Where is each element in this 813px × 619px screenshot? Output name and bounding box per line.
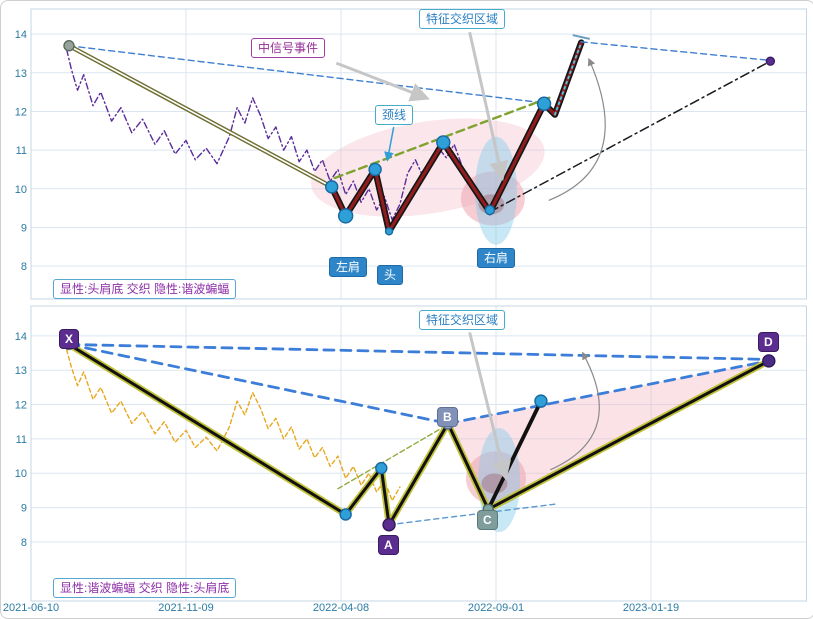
c-point-badge: C: [477, 510, 498, 530]
curved-projection-arrow: [548, 57, 606, 201]
bd-dashed: [446, 359, 771, 425]
y-tick-label: 10: [15, 468, 27, 480]
price-line-orange: [65, 348, 401, 502]
y-tick-label: 9: [21, 503, 27, 515]
panel-harmonic-bat: 8 9 10 11 12 13 14: [15, 305, 807, 602]
y-tick-label: 12: [15, 400, 27, 412]
y-tick-label: 10: [15, 184, 27, 196]
feature-zone-label-bottom: 特征交织区域: [419, 310, 506, 330]
x-axis-label-4: 2022-09-01: [467, 602, 525, 614]
x-axis-label-1: 2021-06-10: [2, 602, 60, 614]
feature-zone-arrow: [468, 31, 509, 182]
x-point-badge: X: [59, 329, 80, 349]
x-axis-label-5: 2023-01-19: [622, 602, 680, 614]
head-point: [384, 227, 394, 236]
curved-projection-arrow: [550, 351, 600, 471]
feature-zone-label-top: 特征交织区域: [419, 9, 506, 29]
xd-dashed: [67, 343, 761, 361]
peak-tick: [572, 34, 590, 40]
swing-low-point: [339, 508, 352, 521]
neckline-arrow: [384, 126, 395, 162]
y-tick-label: 13: [15, 365, 27, 377]
y-tick-label: 11: [16, 145, 27, 157]
y-tick-label: 12: [15, 106, 27, 118]
feature-zone-arrow: [468, 332, 512, 481]
decline-trend-olive: [68, 44, 333, 188]
right-shoulder-label: 右肩: [477, 248, 516, 268]
x-axis-label-2: 2021-11-09: [158, 602, 214, 614]
head-label: 头: [377, 265, 404, 285]
inner-peak-point: [368, 162, 382, 177]
descending-dashed-blue: [68, 45, 545, 104]
y-tick-label: 8: [21, 537, 27, 549]
panel-frame: [30, 8, 807, 300]
xabcd-zigzag: [65, 341, 773, 529]
caption-top: 显性:头肩底 交织 隐性:谐波蝙蝠: [53, 279, 237, 299]
target-point: [765, 56, 776, 66]
left-shoulder-label: 左肩: [329, 257, 368, 277]
a-point: [382, 518, 396, 532]
prz-pink-triangle: [447, 360, 769, 510]
y-tick-label: 11: [16, 434, 27, 446]
a-point-badge: A: [378, 535, 399, 555]
y-tick-label: 13: [15, 68, 27, 80]
start-point: [63, 40, 75, 52]
breakout-leg: [486, 399, 543, 512]
pattern-start-point: [325, 180, 339, 194]
d-point: [762, 354, 776, 368]
y-tick-label: 14: [15, 331, 27, 343]
ab-trend-green: [337, 421, 454, 490]
caption-bottom: 显性:谐波蝙蝠 交织 隐性:头肩底: [53, 578, 237, 598]
panel-head-shoulders-bottom: 8 9 10 11 12 13 14: [15, 8, 807, 300]
projection-dashdot-black: [489, 60, 772, 213]
neckline-label: 颈线: [375, 105, 414, 125]
y-tick-label: 9: [21, 222, 27, 234]
signal-event-arrow: [335, 61, 430, 102]
signal-event-label: 中信号事件: [251, 38, 326, 58]
price-line-purple: [65, 48, 494, 221]
right-shoulder-point: [484, 204, 495, 216]
d-point-badge: D: [758, 332, 779, 352]
projection-dashed-blue: [580, 41, 772, 62]
breakout-point: [534, 394, 548, 408]
neck-peak-point: [436, 135, 451, 150]
y-tick-label: 14: [15, 29, 27, 41]
breakout-point: [536, 96, 552, 111]
swing-high-point: [375, 461, 388, 475]
breakout-leg-dotted: [554, 41, 583, 116]
ac-dashed-thin: [388, 503, 556, 526]
xabcd-zigzag: [67, 342, 771, 527]
y-tick-label: 8: [21, 261, 27, 273]
xb-dashed: [67, 343, 450, 425]
b-point-badge: B: [437, 407, 458, 427]
x-axis-label-3: 2022-04-08: [312, 602, 370, 614]
panel-frame: [30, 305, 807, 602]
left-shoulder-point: [337, 208, 354, 224]
